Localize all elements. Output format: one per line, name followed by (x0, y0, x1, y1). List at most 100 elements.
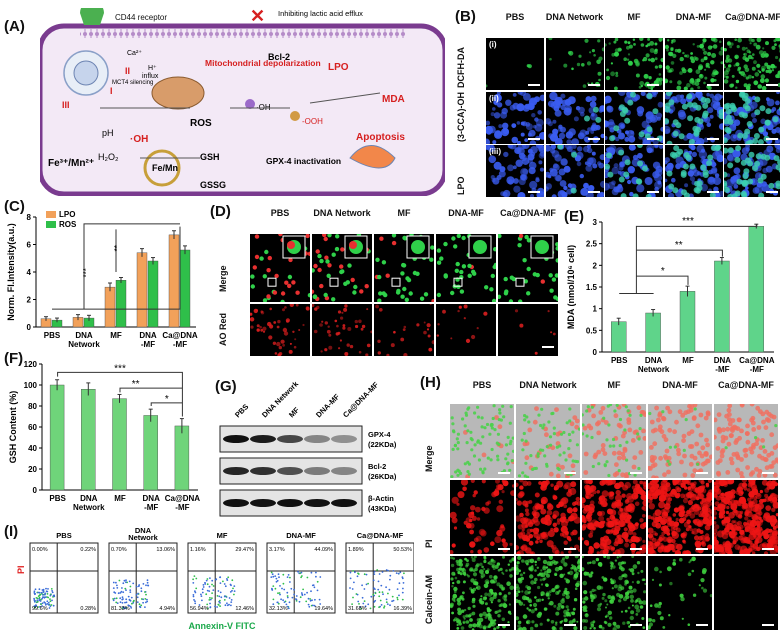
bar (680, 291, 695, 352)
flow-event (296, 599, 298, 601)
cell (459, 270, 463, 274)
cyan-cell (745, 105, 751, 111)
cyan-cell (678, 133, 684, 139)
cell (729, 433, 734, 438)
micrograph-b (724, 92, 780, 144)
bar (105, 287, 115, 327)
cell-outline (40, 26, 445, 194)
b-col-header: Ca@DNA-MF (720, 12, 780, 22)
cyan-cell (680, 170, 686, 176)
cyan-cell (710, 145, 716, 151)
cell (604, 463, 607, 466)
flow-event (201, 595, 203, 597)
flow-event (231, 579, 233, 581)
flow-event (364, 600, 366, 602)
flow-event (220, 592, 222, 594)
cell (728, 422, 733, 427)
b-col-header: DNA-MF (661, 12, 727, 22)
flow-event (384, 605, 386, 607)
flow-event (276, 578, 278, 580)
cell (680, 413, 685, 418)
flow-event (304, 594, 306, 596)
cell (739, 429, 744, 434)
blot-band (331, 467, 357, 475)
flow-event (193, 596, 195, 598)
cell (469, 431, 472, 434)
cyan-cell (749, 152, 755, 158)
micrograph-d (498, 234, 558, 302)
scale-bar (762, 624, 774, 626)
bar (137, 253, 147, 327)
flow-plot (30, 543, 98, 613)
cell (531, 468, 534, 471)
blot-band (304, 467, 330, 475)
cell (692, 416, 697, 421)
flow-event (194, 600, 196, 602)
flow-event (279, 585, 281, 587)
h2o2-label: H₂O₂ (98, 152, 119, 162)
flow-event (209, 586, 211, 588)
cell (521, 471, 524, 474)
flow-event (129, 581, 131, 583)
cell (549, 289, 553, 293)
mda-label: MDA (382, 94, 405, 105)
flow-event (119, 580, 121, 582)
cyan-cell (694, 181, 700, 187)
b-row-label: DCFH-DA (456, 47, 466, 88)
b-roman: (ii) (489, 94, 499, 103)
flow-event (35, 588, 37, 590)
flow-event (47, 593, 49, 595)
cell (400, 271, 404, 275)
cyan-cell (584, 115, 590, 121)
cell (734, 438, 739, 443)
flow-event (147, 582, 149, 584)
cell (650, 420, 655, 425)
flow-event (37, 592, 39, 594)
cell (512, 277, 516, 281)
cell (591, 414, 596, 419)
cell (612, 451, 617, 456)
flow-event (374, 606, 376, 608)
bar (714, 261, 729, 352)
cyan-cell (681, 103, 687, 109)
d-row-label: Merge (218, 265, 228, 292)
cyan-cell (647, 93, 653, 99)
micrograph-d (436, 304, 496, 356)
b-row-label: LPO (456, 176, 466, 195)
flow-event (219, 576, 221, 578)
blot-band-label: Bcl-2 (368, 462, 386, 471)
cell (745, 431, 750, 436)
cell (653, 462, 658, 467)
flow-event (349, 587, 351, 589)
flow-event (203, 586, 205, 588)
flow-event (195, 578, 197, 580)
bar (180, 250, 190, 327)
cyan-cell (702, 102, 708, 108)
flow-event (301, 592, 303, 594)
x-tick-label: MF (114, 494, 126, 503)
y-tick-label: 120 (24, 360, 38, 369)
cell (335, 247, 339, 251)
significance-bracket (120, 388, 182, 392)
scale-bar (588, 191, 600, 193)
flow-event (271, 572, 273, 574)
flow-event (315, 576, 317, 578)
flow-event (376, 569, 378, 571)
flow-event (145, 594, 147, 596)
flow-event (366, 574, 368, 576)
flow-event (370, 596, 372, 598)
micrograph-h (582, 480, 646, 554)
cell (627, 428, 632, 433)
b-row-label: (3-CCA)-OH (456, 92, 466, 142)
b-col-header: MF (601, 12, 667, 22)
scale-bar (588, 84, 600, 86)
cell (481, 435, 484, 438)
flow-event (39, 588, 41, 590)
cell (351, 278, 355, 282)
cell (667, 428, 672, 433)
blot-band (304, 499, 330, 507)
scale-bar (528, 84, 540, 86)
scale-bar (564, 548, 576, 550)
x-tick-label: MF (110, 331, 122, 340)
